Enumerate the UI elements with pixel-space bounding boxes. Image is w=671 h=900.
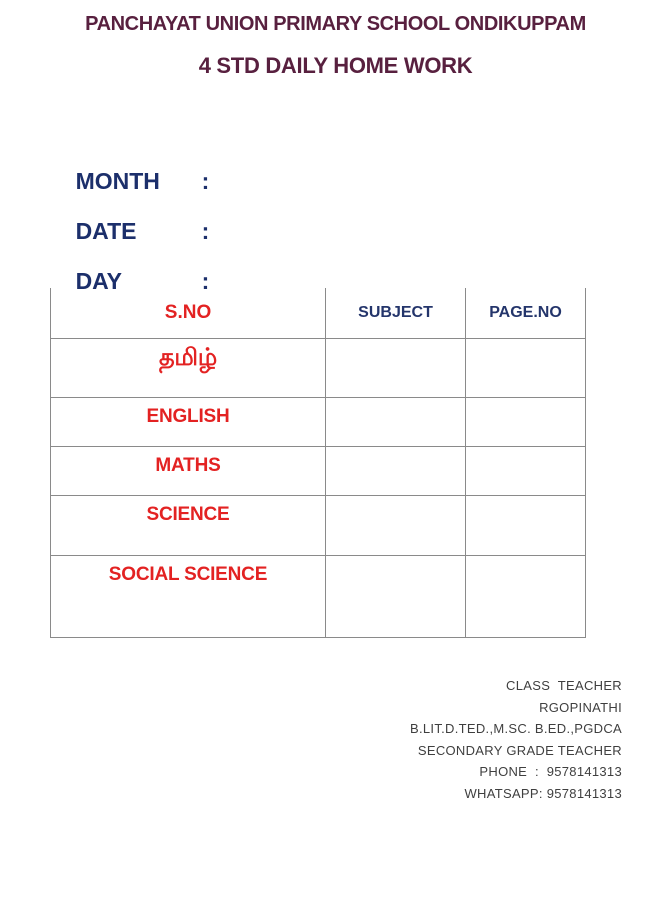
class-teacher-label: CLASS TEACHER bbox=[506, 678, 622, 693]
subject-name-social-science: SOCIAL SCIENCE bbox=[50, 555, 326, 638]
page-no-cell bbox=[465, 446, 586, 496]
column-header-page-no: PAGE.NO bbox=[465, 288, 586, 339]
subject-cell bbox=[325, 338, 466, 398]
subject-cell bbox=[325, 555, 466, 638]
subject-name-science: SCIENCE bbox=[50, 495, 326, 556]
field-month: MONTH: bbox=[50, 141, 210, 222]
page-no-cell bbox=[465, 495, 586, 556]
subject-name-maths: MATHS bbox=[50, 446, 326, 496]
column-header-sno: S.NO bbox=[50, 288, 326, 339]
subject-cell bbox=[325, 495, 466, 556]
table-row: SCIENCE bbox=[50, 495, 586, 556]
month-label: MONTH bbox=[75, 168, 160, 194]
teacher-qualifications: B.LIT.D.TED.,M.SC. B.ED.,PGDCA bbox=[410, 721, 622, 736]
table-header-row: S.NO SUBJECT PAGE.NO bbox=[50, 288, 586, 339]
subject-name-english: ENGLISH bbox=[50, 397, 326, 447]
table-row: ENGLISH bbox=[50, 397, 586, 447]
page-no-cell bbox=[465, 555, 586, 638]
homework-table: S.NO SUBJECT PAGE.NO தமிழ் ENGLISH MATHS… bbox=[50, 288, 586, 638]
teacher-designation: SECONDARY GRADE TEACHER bbox=[417, 742, 622, 758]
table-row: MATHS bbox=[50, 446, 586, 496]
teacher-signature-block: CLASS TEACHER RGOPINATHI B.LIT.D.TED.,M.… bbox=[410, 675, 622, 804]
school-name-title: PANCHAYAT UNION PRIMARY SCHOOL ONDIKUPPA… bbox=[85, 13, 586, 35]
document-title: 4 STD DAILY HOME WORK bbox=[198, 53, 473, 78]
field-date: DATE: bbox=[50, 191, 210, 272]
table-row: SOCIAL SCIENCE bbox=[50, 555, 586, 638]
subject-cell bbox=[325, 446, 466, 496]
whatsapp-number: WHATSAPP: 9578141313 bbox=[464, 785, 622, 801]
page-no-cell bbox=[465, 338, 586, 398]
subject-cell bbox=[325, 397, 466, 447]
phone-number: PHONE : 9578141313 bbox=[479, 764, 622, 779]
date-label: DATE bbox=[75, 218, 137, 244]
subject-name-tamil: தமிழ் bbox=[50, 338, 326, 398]
column-header-subject: SUBJECT bbox=[325, 288, 466, 339]
day-colon: : bbox=[201, 268, 210, 294]
teacher-name: RGOPINATHI bbox=[539, 699, 622, 715]
page-no-cell bbox=[465, 397, 586, 447]
table-row: தமிழ் bbox=[50, 338, 586, 398]
month-colon: : bbox=[201, 168, 210, 194]
date-colon: : bbox=[201, 218, 210, 244]
